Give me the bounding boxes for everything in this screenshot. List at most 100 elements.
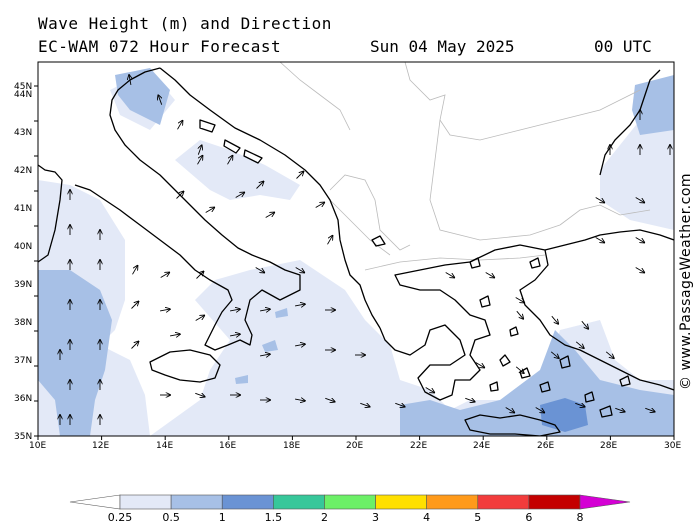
direction-arrow: [260, 309, 270, 311]
legend-level-label: 2: [321, 511, 328, 524]
legend-level-label: 6: [525, 511, 532, 524]
lon-label: 12E: [92, 441, 109, 451]
lon-label: 10E: [29, 441, 46, 451]
direction-arrow: [295, 267, 305, 273]
legend-level-label: 3: [372, 511, 379, 524]
axis-ticks: [34, 85, 675, 440]
direction-arrow: [505, 407, 515, 413]
lon-label: 30E: [664, 441, 681, 451]
forecast-time: 00 UTC: [594, 37, 652, 56]
lon-label: 26E: [537, 441, 554, 451]
direction-arrow: [615, 408, 624, 411]
direction-arrow: [195, 316, 205, 321]
direction-arrow: [255, 267, 265, 273]
legend-swatch: [528, 494, 581, 510]
legend-swatch: [579, 494, 631, 510]
legend-level-label: 4: [423, 511, 430, 524]
forecast-date: Sun 04 May 2025: [370, 37, 515, 56]
direction-arrow: [325, 398, 334, 401]
direction-arrow: [595, 197, 605, 203]
legend-swatch: [69, 494, 121, 510]
direction-arrow: [575, 341, 584, 348]
direction-arrow: [360, 403, 369, 406]
direction-arrow: [295, 344, 305, 346]
direction-arrow: [176, 192, 184, 199]
direction-arrow: [535, 407, 545, 413]
direction-arrow: [515, 366, 524, 373]
country-borders: [279, 62, 651, 271]
lat-label: 42N: [14, 166, 32, 176]
direction-arrow: [131, 302, 139, 309]
legend-swatch: [119, 494, 172, 510]
direction-arrow: [605, 351, 614, 358]
lat-label: 41N: [14, 204, 32, 214]
lat-label: 43N: [14, 128, 32, 138]
direction-arrow: [235, 193, 245, 198]
direction-arrow: [129, 75, 131, 85]
legend-level-label: 8: [577, 511, 584, 524]
direction-arrow: [395, 403, 404, 406]
legend-swatch: [273, 494, 325, 510]
direction-arrow: [425, 387, 435, 393]
legend-swatch: [170, 494, 223, 510]
direction-arrow: [645, 408, 654, 411]
map-title: Wave Height (m) and Direction: [38, 14, 332, 33]
lat-label: 44N: [14, 90, 32, 100]
direction-arrow: [485, 272, 495, 278]
legend-level-label: 0.25: [108, 511, 133, 524]
legend-swatch: [221, 494, 274, 510]
direction-arrow: [515, 297, 525, 303]
direction-arrow: [516, 310, 523, 319]
lon-label: 20E: [346, 441, 363, 451]
direction-arrow: [635, 267, 645, 273]
lon-label: 16E: [219, 441, 236, 451]
legend-swatch: [375, 494, 427, 510]
wave-direction-arrows: [60, 75, 670, 425]
lon-label: 14E: [156, 441, 173, 451]
direction-arrow: [475, 362, 485, 368]
lat-label: 45N: [14, 82, 32, 92]
direction-arrow: [170, 334, 180, 336]
legend-level-label: 5: [474, 511, 481, 524]
legend-level-label: 0.5: [162, 511, 180, 524]
direction-arrow: [260, 354, 270, 356]
direction-arrow: [265, 213, 275, 218]
longitude-axis: 10E 12E 14E 16E 18E 20E 22E 24E 26E 28E …: [29, 441, 681, 451]
direction-arrow: [295, 399, 305, 401]
lat-label: 35N: [14, 432, 32, 442]
legend-swatch: [477, 494, 530, 510]
coastlines: [38, 67, 674, 436]
direction-arrow: [635, 197, 645, 203]
direction-arrow: [197, 156, 203, 165]
direction-arrow: [230, 309, 240, 311]
direction-arrow: [465, 398, 474, 401]
direction-arrow: [256, 182, 264, 189]
direction-arrow: [227, 156, 233, 165]
direction-arrow: [575, 403, 584, 406]
direction-arrow: [445, 272, 455, 278]
direction-arrow: [315, 203, 325, 208]
lon-label: 22E: [410, 441, 427, 451]
legend-level-label: 1: [219, 511, 226, 524]
direction-arrow: [635, 237, 645, 243]
direction-arrow: [132, 266, 138, 275]
lat-label: 38N: [14, 318, 32, 328]
direction-arrow: [195, 393, 204, 396]
direction-arrow: [177, 121, 183, 130]
forecast-model-label: EC-WAM 072 Hour Forecast: [38, 37, 282, 56]
legend-swatch: [426, 494, 479, 510]
latitude-axis: 45N 44N 43N 42N 41N 40N 39N 38N 37N 36N …: [14, 82, 32, 442]
direction-arrow: [131, 342, 139, 349]
lon-label: 18E: [283, 441, 300, 451]
direction-arrow: [551, 315, 558, 324]
lat-label: 37N: [14, 356, 32, 366]
direction-arrow: [296, 172, 304, 179]
lat-label: 36N: [14, 394, 32, 404]
direction-arrow: [196, 272, 204, 279]
direction-arrow: [550, 351, 559, 358]
direction-arrow: [595, 237, 605, 243]
direction-arrow: [327, 236, 333, 245]
site-credit: © www.PassageWeather.com: [678, 172, 694, 390]
direction-arrow: [230, 334, 240, 336]
